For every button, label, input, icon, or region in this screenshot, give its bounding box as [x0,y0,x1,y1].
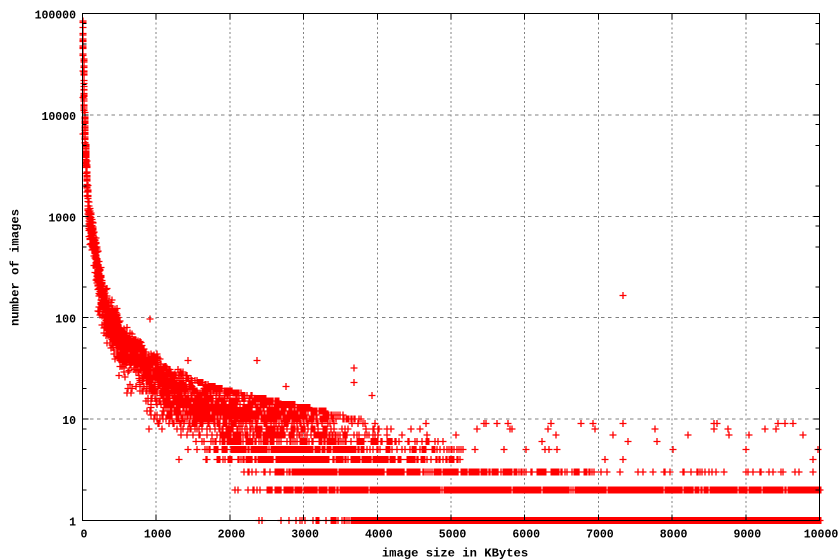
svg-text:100: 100 [55,314,76,327]
svg-text:1000: 1000 [144,529,172,542]
svg-text:5000: 5000 [439,529,467,542]
svg-text:4000: 4000 [365,529,393,542]
svg-text:1: 1 [69,517,76,530]
svg-text:number of images: number of images [8,209,22,326]
svg-text:10000: 10000 [804,529,839,542]
svg-text:2000: 2000 [218,529,246,542]
svg-text:1000: 1000 [48,212,76,225]
svg-text:7000: 7000 [586,529,614,542]
svg-text:3000: 3000 [291,529,319,542]
svg-text:10: 10 [62,415,76,428]
svg-text:100000: 100000 [35,10,77,23]
svg-text:10000: 10000 [41,111,76,124]
svg-text:image size in KBytes: image size in KBytes [382,547,528,560]
svg-text:0: 0 [81,529,88,542]
svg-text:8000: 8000 [660,529,688,542]
svg-text:6000: 6000 [512,529,540,542]
svg-text:9000: 9000 [733,529,761,542]
